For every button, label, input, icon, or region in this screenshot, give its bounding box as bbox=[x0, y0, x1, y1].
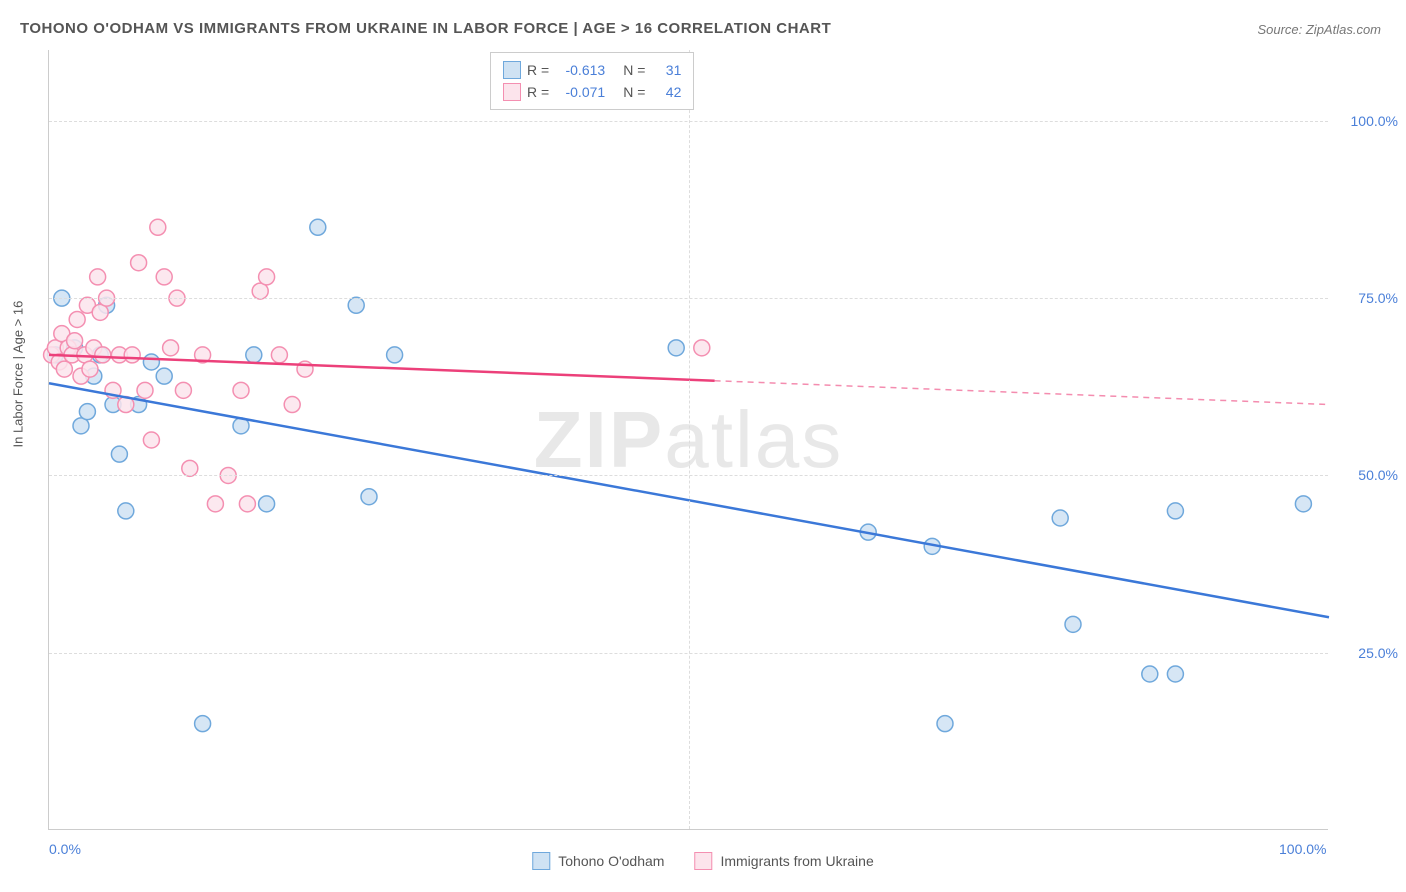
plot-area: ZIPatlas 25.0%50.0%75.0%100.0%0.0%100.0% bbox=[48, 50, 1328, 830]
scatter-point bbox=[175, 382, 191, 398]
scatter-point bbox=[163, 340, 179, 356]
scatter-point bbox=[694, 340, 710, 356]
legend-n-label: N = bbox=[623, 62, 645, 78]
legend-r-value: -0.071 bbox=[555, 84, 605, 100]
legend-row: R = -0.613 N = 31 bbox=[503, 59, 681, 81]
scatter-point bbox=[143, 354, 159, 370]
scatter-point bbox=[195, 716, 211, 732]
scatter-point bbox=[156, 368, 172, 384]
scatter-point bbox=[95, 347, 111, 363]
scatter-point bbox=[259, 496, 275, 512]
y-tick-label: 100.0% bbox=[1338, 113, 1398, 129]
scatter-point bbox=[207, 496, 223, 512]
scatter-point bbox=[233, 382, 249, 398]
y-axis-label: In Labor Force | Age > 16 bbox=[11, 301, 26, 448]
correlation-legend: R = -0.613 N = 31 R = -0.071 N = 42 bbox=[490, 52, 694, 110]
scatter-point bbox=[156, 269, 172, 285]
legend-r-value: -0.613 bbox=[555, 62, 605, 78]
scatter-point bbox=[668, 340, 684, 356]
legend-r-label: R = bbox=[527, 62, 549, 78]
scatter-point bbox=[1052, 510, 1068, 526]
scatter-point bbox=[131, 255, 147, 271]
scatter-point bbox=[1065, 616, 1081, 632]
scatter-point bbox=[124, 347, 140, 363]
scatter-point bbox=[67, 333, 83, 349]
scatter-point bbox=[348, 297, 364, 313]
regression-line-dashed bbox=[715, 381, 1329, 405]
gridline-v bbox=[689, 50, 690, 829]
y-tick-label: 50.0% bbox=[1338, 467, 1398, 483]
legend-swatch bbox=[503, 61, 521, 79]
scatter-point bbox=[182, 460, 198, 476]
scatter-point bbox=[271, 347, 287, 363]
scatter-point bbox=[246, 347, 262, 363]
series-legend-item: Tohono O'odham bbox=[532, 852, 664, 870]
x-tick-label: 0.0% bbox=[49, 841, 81, 857]
scatter-point bbox=[1167, 503, 1183, 519]
scatter-point bbox=[1295, 496, 1311, 512]
legend-n-value: 31 bbox=[651, 62, 681, 78]
scatter-point bbox=[1142, 666, 1158, 682]
scatter-point bbox=[111, 446, 127, 462]
y-tick-label: 25.0% bbox=[1338, 645, 1398, 661]
scatter-point bbox=[90, 269, 106, 285]
x-tick-label: 100.0% bbox=[1279, 841, 1326, 857]
legend-swatch bbox=[694, 852, 712, 870]
scatter-point bbox=[937, 716, 953, 732]
legend-swatch bbox=[503, 83, 521, 101]
legend-row: R = -0.071 N = 42 bbox=[503, 81, 681, 103]
source-attribution: Source: ZipAtlas.com bbox=[1257, 22, 1381, 37]
scatter-point bbox=[284, 397, 300, 413]
scatter-point bbox=[239, 496, 255, 512]
legend-swatch bbox=[532, 852, 550, 870]
scatter-point bbox=[310, 219, 326, 235]
scatter-point bbox=[56, 361, 72, 377]
series-legend-label: Tohono O'odham bbox=[558, 853, 664, 869]
scatter-point bbox=[1167, 666, 1183, 682]
scatter-point bbox=[387, 347, 403, 363]
scatter-point bbox=[259, 269, 275, 285]
series-legend-item: Immigrants from Ukraine bbox=[694, 852, 873, 870]
legend-n-label: N = bbox=[623, 84, 645, 100]
chart-title: TOHONO O'ODHAM VS IMMIGRANTS FROM UKRAIN… bbox=[20, 20, 831, 37]
scatter-point bbox=[150, 219, 166, 235]
series-legend: Tohono O'odham Immigrants from Ukraine bbox=[532, 852, 873, 870]
legend-r-label: R = bbox=[527, 84, 549, 100]
scatter-point bbox=[137, 382, 153, 398]
legend-n-value: 42 bbox=[651, 84, 681, 100]
series-legend-label: Immigrants from Ukraine bbox=[720, 853, 873, 869]
scatter-point bbox=[69, 311, 85, 327]
scatter-point bbox=[79, 404, 95, 420]
scatter-point bbox=[82, 361, 98, 377]
y-tick-label: 75.0% bbox=[1338, 290, 1398, 306]
scatter-point bbox=[361, 489, 377, 505]
scatter-point bbox=[118, 503, 134, 519]
scatter-point bbox=[143, 432, 159, 448]
